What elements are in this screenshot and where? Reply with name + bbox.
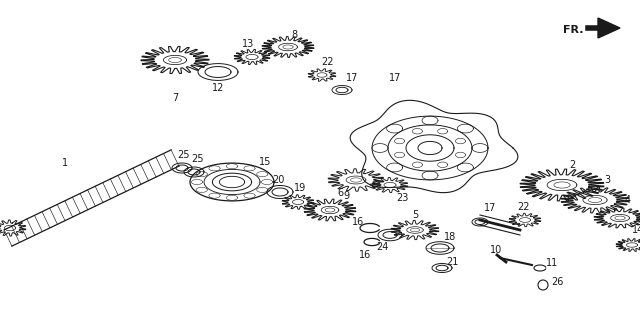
Text: 25: 25 <box>177 150 189 160</box>
Text: 16: 16 <box>352 217 364 227</box>
Text: 24: 24 <box>376 242 388 252</box>
Text: 2: 2 <box>569 160 575 170</box>
Text: 6: 6 <box>337 188 343 198</box>
Text: 17: 17 <box>346 73 358 83</box>
Text: 17: 17 <box>484 203 496 213</box>
Text: 13: 13 <box>242 39 254 49</box>
Text: 21: 21 <box>446 257 458 267</box>
Text: 16: 16 <box>359 250 371 260</box>
Text: FR.: FR. <box>563 25 584 35</box>
Text: 22: 22 <box>322 57 334 67</box>
Polygon shape <box>598 18 620 38</box>
Text: 17: 17 <box>389 73 401 83</box>
Text: 9: 9 <box>343 191 349 201</box>
Text: 3: 3 <box>604 175 610 185</box>
Text: 23: 23 <box>396 193 408 203</box>
Text: 25: 25 <box>191 154 204 164</box>
Text: 5: 5 <box>412 210 418 220</box>
Text: 12: 12 <box>212 83 224 93</box>
Text: 15: 15 <box>259 157 271 167</box>
Text: 11: 11 <box>546 258 558 268</box>
Text: 18: 18 <box>444 232 456 242</box>
Text: 14: 14 <box>632 225 640 235</box>
Text: 26: 26 <box>551 277 563 287</box>
Text: 19: 19 <box>294 183 306 193</box>
Text: 7: 7 <box>172 93 178 103</box>
Text: 4: 4 <box>625 195 631 205</box>
Text: 10: 10 <box>490 245 502 255</box>
Text: 1: 1 <box>62 158 68 168</box>
Text: 22: 22 <box>518 202 531 212</box>
Text: 20: 20 <box>272 175 284 185</box>
Text: 8: 8 <box>291 30 297 40</box>
